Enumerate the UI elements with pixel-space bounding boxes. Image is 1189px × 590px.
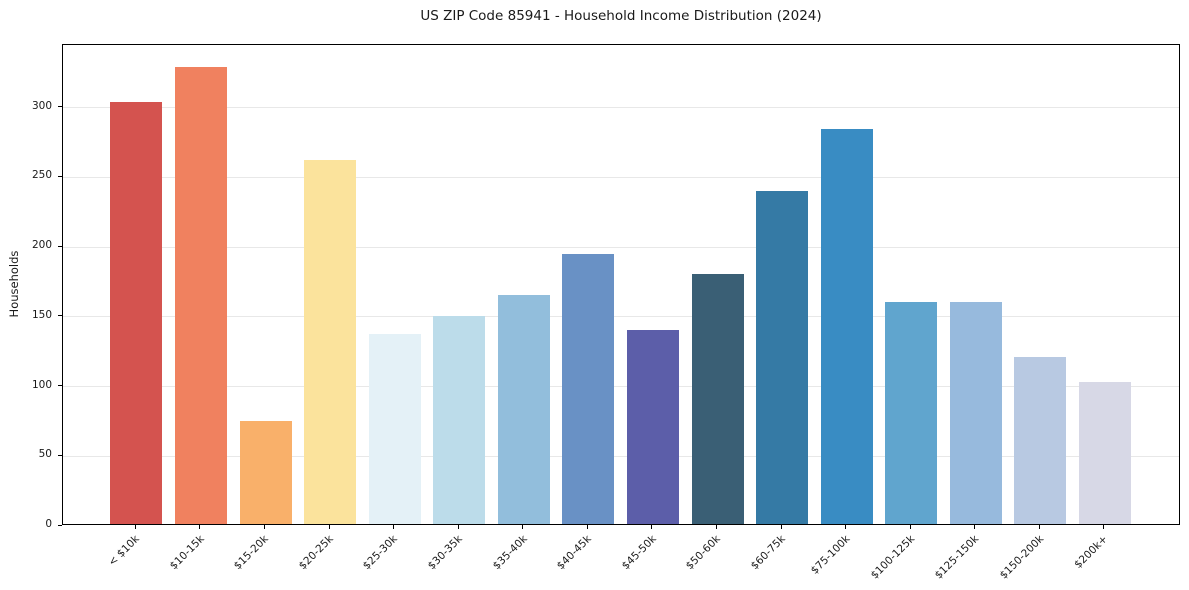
- gridline-y-200: [63, 246, 1179, 248]
- x-tick-5: [457, 525, 459, 529]
- x-tick-label: $10-15k: [167, 533, 207, 573]
- x-tick-label: $150-200k: [997, 533, 1046, 582]
- x-tick-8: [651, 525, 653, 529]
- plot-area: [62, 44, 1180, 525]
- y-tick-300: [58, 106, 62, 108]
- x-tick-1: [199, 525, 201, 529]
- y-tick-label-200: 200: [31, 239, 52, 252]
- x-tick-label: $100-125k: [868, 533, 917, 582]
- x-tick-label: $125-150k: [932, 533, 982, 582]
- gridline-y-300: [63, 107, 1179, 109]
- bar-200k: [1078, 381, 1131, 524]
- x-tick-label: $75-100k: [808, 533, 853, 577]
- x-tick-14: [1038, 525, 1040, 529]
- bar-100-125k: [885, 302, 938, 524]
- x-tick-label: $60-75k: [748, 533, 788, 573]
- x-tick-4: [393, 525, 395, 529]
- gridline-y-50: [63, 455, 1179, 457]
- bar-10k: [110, 101, 163, 524]
- bar-75-100k: [820, 129, 873, 524]
- bar-30-35k: [433, 316, 486, 524]
- bar-35-40k: [497, 295, 550, 524]
- y-tick-label-0: 0: [45, 518, 52, 530]
- x-tick-9: [716, 525, 718, 529]
- x-tick-2: [264, 525, 266, 529]
- x-tick-13: [974, 525, 976, 529]
- y-tick-label-250: 250: [31, 169, 52, 182]
- x-tick-0: [134, 525, 136, 529]
- y-tick-label-50: 50: [38, 448, 52, 461]
- y-tick-label-150: 150: [31, 308, 52, 321]
- x-tick-label: $15-20k: [231, 533, 272, 573]
- y-tick-200: [58, 245, 62, 247]
- x-tick-7: [586, 525, 588, 529]
- y-tick-label-100: 100: [31, 378, 52, 391]
- bar-50-60k: [691, 274, 744, 524]
- y-tick-250: [58, 175, 62, 177]
- x-tick-label: $20-25k: [296, 533, 336, 573]
- bar-25-30k: [368, 334, 421, 524]
- gridline-y-150: [63, 316, 1179, 318]
- bar-60-75k: [756, 190, 809, 524]
- y-tick-label-300: 300: [31, 99, 52, 112]
- bar-20-25k: [304, 160, 357, 524]
- y-tick-50: [58, 454, 62, 456]
- bar-45-50k: [626, 330, 679, 524]
- x-tick-11: [845, 525, 847, 529]
- x-tick-label: $40-45k: [554, 533, 594, 573]
- gridline-y-100: [63, 386, 1179, 388]
- x-tick-3: [328, 525, 330, 529]
- bar-15-20k: [239, 420, 292, 524]
- y-tick-100: [58, 385, 62, 387]
- x-tick-label: $30-35k: [425, 533, 465, 573]
- bar-10-15k: [174, 66, 227, 524]
- chart-title: US ZIP Code 85941 - Household Income Dis…: [420, 8, 822, 24]
- x-tick-label: < $10k: [106, 533, 142, 569]
- x-tick-6: [522, 525, 524, 529]
- gridline-y-250: [63, 176, 1179, 178]
- bar-125-150k: [949, 302, 1002, 524]
- bar-40-45k: [562, 253, 615, 524]
- x-tick-15: [1103, 525, 1105, 529]
- x-tick-label: $45-50k: [619, 533, 659, 573]
- x-tick-label: $25-30k: [361, 533, 401, 573]
- x-tick-12: [909, 525, 911, 529]
- y-tick-0: [58, 524, 62, 526]
- y-tick-150: [58, 315, 62, 317]
- x-tick-label: $200k+: [1072, 533, 1111, 571]
- x-tick-10: [780, 525, 782, 529]
- x-tick-label: $35-40k: [490, 533, 530, 573]
- x-tick-label: $50-60k: [683, 533, 724, 573]
- bar-150-200k: [1014, 356, 1067, 524]
